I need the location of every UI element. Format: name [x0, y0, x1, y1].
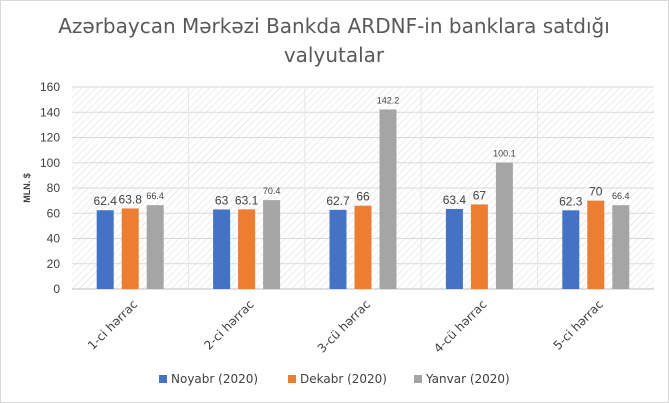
y-tick-label: 0 — [53, 282, 60, 296]
data-label: 63 — [215, 193, 229, 207]
legend: Noyabr (2020) Dekabr (2020) Yanvar (2020) — [159, 372, 510, 386]
bar — [445, 208, 463, 289]
data-label: 63.8 — [119, 192, 143, 206]
bar — [263, 200, 281, 289]
data-label: 100.1 — [493, 149, 516, 159]
legend-label: Noyabr (2020) — [171, 372, 258, 386]
y-tick-label: 160 — [40, 80, 60, 94]
chart-title-line1: Azərbaycan Mərkəzi Bankda ARDNF-in bankl… — [58, 14, 610, 38]
bar — [146, 205, 164, 289]
y-axis-label: MLN. $ — [22, 173, 32, 203]
bar — [495, 162, 513, 289]
data-label: 63.1 — [235, 193, 259, 207]
data-label: 63.4 — [443, 193, 467, 207]
bar — [470, 204, 488, 289]
y-axis-ticks: 0 20 40 60 80 100 120 140 160 — [40, 80, 60, 296]
bar — [238, 209, 256, 289]
data-label: 66.4 — [146, 191, 164, 201]
bar — [354, 205, 372, 289]
data-label: 67 — [473, 188, 487, 202]
bar — [213, 209, 231, 289]
y-tick-label: 20 — [47, 257, 61, 271]
data-label: 62.7 — [326, 194, 350, 208]
bar — [587, 200, 605, 289]
y-tick-label: 100 — [40, 156, 60, 170]
bar — [121, 208, 139, 289]
bar — [562, 210, 580, 289]
y-tick-label: 80 — [47, 181, 61, 195]
bars — [96, 109, 630, 289]
y-tick-label: 120 — [40, 131, 60, 145]
chart-title-line2: valyutalar — [284, 43, 385, 67]
data-label: 62.3 — [559, 194, 583, 208]
legend-swatch — [159, 375, 167, 383]
data-label: 66.4 — [612, 191, 630, 201]
legend-swatch — [288, 375, 296, 383]
bar — [329, 209, 347, 289]
y-tick-label: 60 — [47, 206, 61, 220]
data-label: 66 — [356, 190, 370, 204]
y-tick-label: 40 — [47, 232, 61, 246]
y-tick-label: 140 — [40, 105, 60, 119]
legend-swatch — [414, 375, 422, 383]
bar — [379, 109, 397, 289]
legend-label: Dekabr (2020) — [300, 372, 387, 386]
bar — [96, 210, 114, 289]
bar — [612, 205, 630, 289]
data-label: 142.2 — [377, 95, 400, 105]
data-label: 70.4 — [263, 186, 281, 196]
data-label: 62.4 — [94, 194, 118, 208]
data-label: 70 — [589, 185, 603, 199]
legend-label: Yanvar (2020) — [425, 372, 510, 386]
